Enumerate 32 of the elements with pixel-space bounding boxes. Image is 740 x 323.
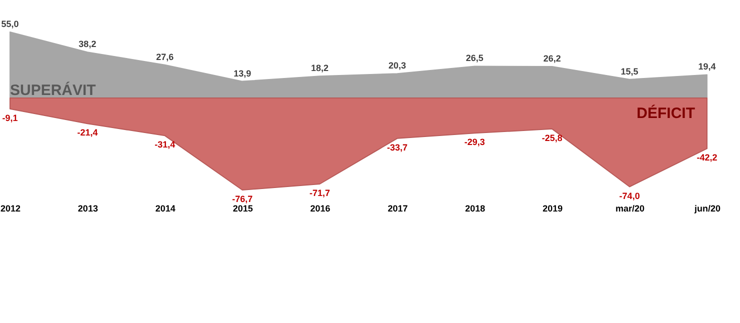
data-label: 27,6 [156,52,174,62]
x-tick-label: 2019 [542,204,563,214]
data-label: -33,7 [386,142,408,152]
data-label: 26,5 [466,53,484,64]
data-label: -76,7 [232,194,253,204]
x-tick-label: 2014 [155,204,176,214]
data-label: -29,3 [464,137,485,148]
data-label: 19,4 [698,62,716,72]
data-label: 55,0 [1,19,19,29]
series-label: DÉFICIT [636,104,695,122]
series-label: SUPERÁVIT [10,80,96,99]
data-label: -9,1 [2,112,18,123]
data-label: 13,9 [234,68,252,78]
data-label: -25,8 [542,132,562,143]
x-tick-label: 2012 [0,204,21,214]
x-tick-label: 2016 [310,204,330,214]
data-label: -74,0 [619,190,640,201]
x-tick-label: mar/20 [616,204,645,214]
data-label: -21,4 [77,128,98,138]
data-label: 15,5 [620,66,638,76]
data-label: 20,3 [388,60,406,71]
data-label: 38,2 [78,39,96,50]
x-tick-label: 2013 [78,204,98,214]
x-tick-label: 2015 [232,204,253,214]
x-tick-label: jun/20 [693,204,721,214]
data-label: 26,2 [543,54,561,64]
data-label: -31,4 [154,140,176,150]
data-label: 18,2 [311,63,329,74]
data-label: -42,2 [696,152,718,163]
x-tick-label: 2017 [388,204,408,214]
data-label: -71,7 [310,188,330,198]
x-tick-label: 2018 [465,204,486,214]
